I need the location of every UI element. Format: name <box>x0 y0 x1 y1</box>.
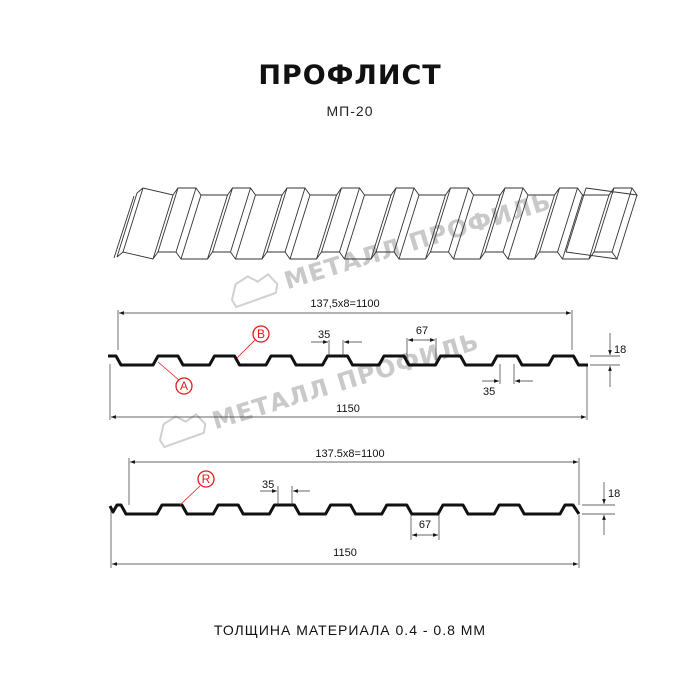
sheet-fold-line <box>507 194 529 260</box>
sheet-fold-line <box>235 194 256 260</box>
profile-model: МП-20 <box>326 103 374 119</box>
sheet-fold-line <box>344 194 365 260</box>
sheet-fold-line <box>484 187 506 253</box>
sheet-fold-line <box>122 187 144 253</box>
marker-r <box>197 470 215 488</box>
marker-b <box>252 325 270 343</box>
sheet-fold-line <box>593 187 615 253</box>
sheet-fold-line <box>180 194 202 260</box>
sheet-fold-line <box>207 194 228 260</box>
sheet-fold-line <box>116 192 138 258</box>
marker-a <box>175 377 193 395</box>
gap-label: 67 <box>416 325 428 337</box>
marker-a-label: A <box>180 379 188 393</box>
profile-ab-line <box>108 354 588 367</box>
sheet-fold-line <box>289 194 311 260</box>
profile-ab-drawing: 137,5x8=1100 1150 35 67 35 18 A B <box>108 298 626 420</box>
sheet-fold-line <box>316 194 337 260</box>
profile-r-line <box>108 503 581 516</box>
sheet-fold-line <box>534 194 555 260</box>
marker-r-label: R <box>202 472 211 486</box>
sheet-fold-line <box>611 187 633 253</box>
sheet-fold-line <box>175 187 197 253</box>
sheet-fold-line <box>562 194 583 260</box>
sheet-fold-line <box>453 194 474 260</box>
width-label: 1150 <box>333 547 357 559</box>
sheet-fold-line <box>557 187 578 253</box>
rib-top-label: 35 <box>318 329 330 341</box>
gap-label: 67 <box>419 519 431 531</box>
sheet-fold-line <box>261 194 283 260</box>
height-label: 18 <box>614 344 626 356</box>
sheet-top-edge <box>136 187 638 196</box>
rib-top-label: 35 <box>262 479 274 491</box>
watermark-logo-icon <box>158 413 207 449</box>
sheet-fold-line <box>266 187 288 253</box>
watermark-text: МЕТАЛЛ ПРОФИЛЬ <box>209 327 483 435</box>
sheet-fold-line <box>398 194 420 260</box>
sheet-fold-line <box>425 194 446 260</box>
sheet-fold-line <box>616 194 638 260</box>
rib-bottom-label: 35 <box>483 386 495 398</box>
height-label: 18 <box>608 488 620 500</box>
sheet-fold-line <box>284 187 306 253</box>
sheet-fold-line <box>212 187 233 253</box>
sheet-fold-line <box>157 187 179 253</box>
sheet-3d-view <box>113 187 638 260</box>
width-label: 1150 <box>336 403 360 415</box>
sheet-fold-line <box>430 187 451 253</box>
sheet-fold-line <box>152 194 174 260</box>
pitch-label: 137,5x8=1100 <box>310 298 379 310</box>
sheet-fold-line <box>321 187 342 253</box>
sheet-fold-line <box>375 187 397 253</box>
watermark-logo-icon <box>230 273 279 309</box>
watermark-middle: МЕТАЛЛ ПРОФИЛЬ <box>158 327 483 449</box>
pitch-label: 137.5x8=1100 <box>315 448 384 460</box>
sheet-fold-line <box>502 187 524 253</box>
page-title: ПРОФЛИСТ <box>258 60 442 91</box>
material-thickness-note: ТОЛЩИНА МАТЕРИАЛА 0.4 - 0.8 ММ <box>213 622 487 638</box>
sheet-fold-line <box>479 194 501 260</box>
sheet-fold-line <box>339 187 360 253</box>
sheet-fold-line <box>588 194 610 260</box>
sheet-fold-line <box>370 194 392 260</box>
sheet-fold-line <box>393 187 415 253</box>
sheet-fold-line <box>539 187 560 253</box>
marker-b-label: B <box>257 327 265 341</box>
sheet-edge-line <box>113 195 135 259</box>
sheet-fold-line <box>565 187 587 253</box>
sheet-fold-line <box>230 187 251 253</box>
sheet-fold-line <box>448 187 469 253</box>
profile-r-drawing: 137.5x8=1100 1150 35 67 18 R <box>108 448 620 568</box>
